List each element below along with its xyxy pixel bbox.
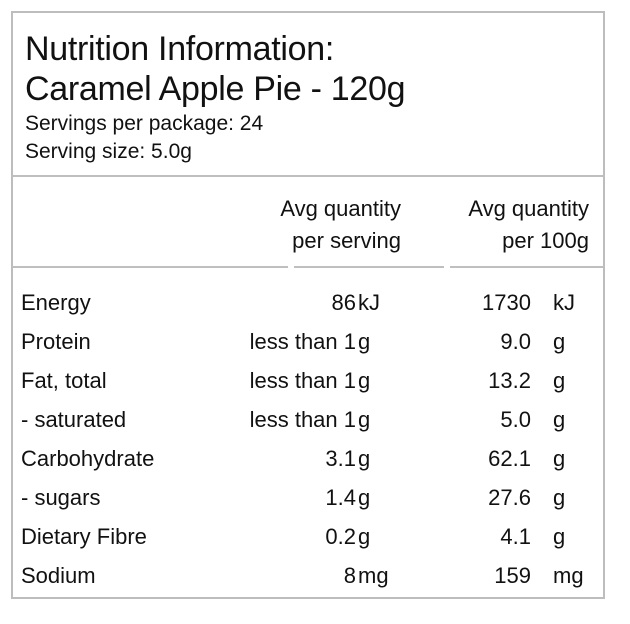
per100-unit: g bbox=[553, 329, 566, 354]
nutrient-name: Fat, total bbox=[21, 368, 107, 393]
table-row: Dietary Fibre 0.2 g 4.1 g bbox=[13, 517, 603, 556]
per100-unit: g bbox=[553, 524, 566, 549]
serving-value: 8 bbox=[343, 563, 356, 588]
serving-value: 0.2 bbox=[325, 524, 356, 549]
header-per-serving-line-2: per serving bbox=[292, 228, 401, 253]
table-row: Protein less than 1 g 9.0 g bbox=[13, 322, 603, 361]
nutrient-name: - sugars bbox=[21, 485, 101, 510]
serving-unit: g bbox=[358, 368, 371, 393]
title-line-2: Caramel Apple Pie - 120g bbox=[25, 70, 406, 108]
per100-value: 159 bbox=[494, 563, 531, 588]
serving-value: 1.4 bbox=[325, 485, 356, 510]
serving-value: less than 1 bbox=[249, 407, 356, 432]
header-per-100g: Avg quantity per 100g bbox=[468, 193, 589, 257]
serving-value: less than 1 bbox=[249, 368, 356, 393]
per100-value: 4.1 bbox=[500, 524, 531, 549]
table-row: - sugars 1.4 g 27.6 g bbox=[13, 478, 603, 517]
servings-per-package: Servings per package: 24 bbox=[25, 112, 264, 135]
table-row: Fat, total less than 1 g 13.2 g bbox=[13, 361, 603, 400]
serving-value: 86 bbox=[331, 290, 356, 315]
nutrient-name: Carbohydrate bbox=[21, 446, 155, 471]
nutrient-name: Dietary Fibre bbox=[21, 524, 147, 549]
serving-unit: g bbox=[358, 446, 371, 471]
serving-unit: kJ bbox=[358, 290, 380, 315]
header-per-100g-line-2: per 100g bbox=[502, 228, 589, 253]
nutrient-name: Energy bbox=[21, 290, 91, 315]
serving-value: less than 1 bbox=[249, 329, 356, 354]
header-per-serving-line-1: Avg quantity bbox=[280, 196, 401, 221]
serving-unit: g bbox=[358, 407, 371, 432]
serving-unit: mg bbox=[358, 563, 389, 588]
divider-top bbox=[13, 175, 603, 177]
header-per-100g-line-1: Avg quantity bbox=[468, 196, 589, 221]
per100-value: 9.0 bbox=[500, 329, 531, 354]
table-row: Energy 86 kJ 1730 kJ bbox=[13, 283, 603, 322]
divider-header-serving bbox=[294, 266, 444, 268]
table-row: - saturated less than 1 g 5.0 g bbox=[13, 400, 603, 439]
divider-header-name bbox=[13, 266, 288, 268]
title-line-1: Nutrition Information: bbox=[25, 30, 334, 68]
serving-unit: g bbox=[358, 524, 371, 549]
divider-header-100g bbox=[450, 266, 603, 268]
per100-value: 27.6 bbox=[488, 485, 531, 510]
per100-unit: kJ bbox=[553, 290, 575, 315]
nutrient-name: - saturated bbox=[21, 407, 127, 432]
per100-unit: g bbox=[553, 446, 566, 471]
nutrient-table: Energy 86 kJ 1730 kJ Protein less than 1… bbox=[13, 283, 603, 595]
per100-unit: mg bbox=[553, 563, 584, 588]
per100-value: 5.0 bbox=[500, 407, 531, 432]
serving-size: Serving size: 5.0g bbox=[25, 140, 192, 163]
table-row: Sodium 8 mg 159 mg bbox=[13, 556, 603, 595]
per100-value: 1730 bbox=[482, 290, 531, 315]
header-per-serving: Avg quantity per serving bbox=[280, 193, 401, 257]
serving-value: 3.1 bbox=[325, 446, 356, 471]
nutrient-name: Sodium bbox=[21, 563, 96, 588]
per100-value: 62.1 bbox=[488, 446, 531, 471]
per100-unit: g bbox=[553, 485, 566, 510]
per100-unit: g bbox=[553, 368, 566, 393]
nutrient-name: Protein bbox=[21, 329, 91, 354]
serving-unit: g bbox=[358, 485, 371, 510]
per100-value: 13.2 bbox=[488, 368, 531, 393]
table-row: Carbohydrate 3.1 g 62.1 g bbox=[13, 439, 603, 478]
nutrition-panel: Nutrition Information: Caramel Apple Pie… bbox=[11, 11, 605, 599]
panel-title: Nutrition Information: Caramel Apple Pie… bbox=[25, 29, 406, 109]
serving-unit: g bbox=[358, 329, 371, 354]
per100-unit: g bbox=[553, 407, 566, 432]
